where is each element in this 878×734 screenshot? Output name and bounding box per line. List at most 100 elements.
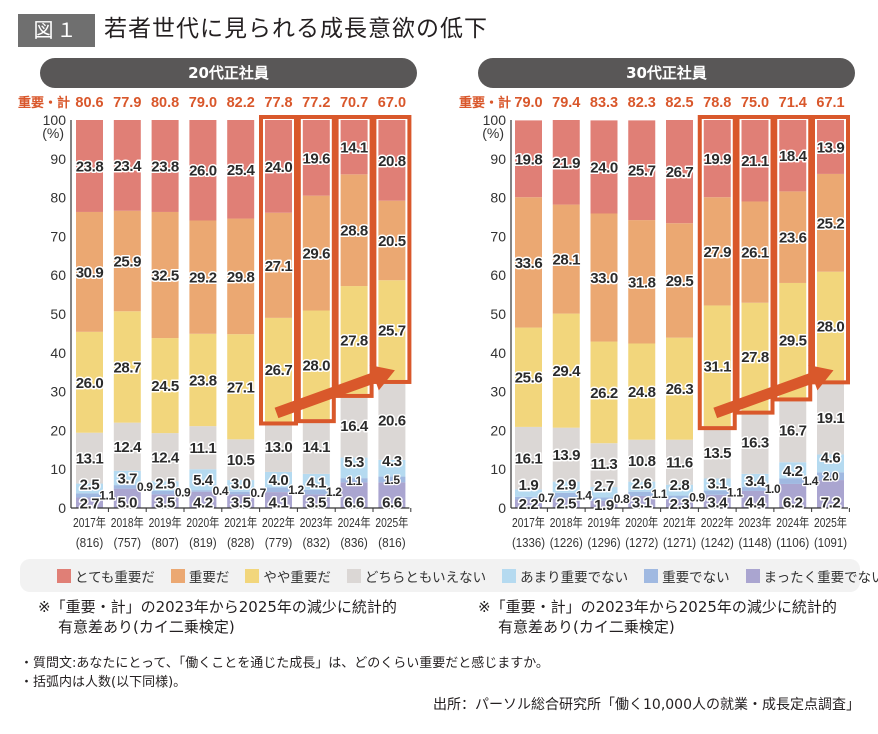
- bar-segment: [628, 220, 656, 344]
- segment-value-label: 24.0: [590, 159, 618, 176]
- bar-segment: [628, 439, 656, 482]
- segment-value-label: 25.4: [227, 162, 256, 179]
- bar-segment: [76, 497, 103, 508]
- bar-segment: [628, 481, 656, 492]
- segment-value-label: 11.6: [666, 455, 693, 472]
- legend-label: とても重要だ: [75, 569, 155, 586]
- total-value: 80.8: [151, 95, 179, 111]
- sample-size-label: (779): [265, 536, 293, 550]
- chart-20s-regular-employees: 2.7 1.12.513.126.030.923.85.00.93.712.428…: [18, 95, 412, 550]
- total-value: 82.2: [227, 95, 255, 111]
- segment-value-label: 27.1: [265, 258, 293, 275]
- sample-size-label: (1271): [663, 536, 696, 550]
- bar-segment: [265, 492, 292, 508]
- x-tick-label: 2019年: [149, 516, 182, 530]
- segment-value-label: 5.4: [193, 472, 214, 489]
- bar-segment: [741, 487, 769, 491]
- bar-segment: [666, 495, 693, 500]
- total-value: 83.3: [590, 95, 618, 111]
- bar-segment: [340, 478, 368, 483]
- total-value: 78.8: [703, 95, 731, 111]
- bar-segment: [113, 422, 141, 471]
- sample-size-label: (757): [114, 536, 142, 550]
- bar-segment: [265, 471, 292, 488]
- segment-value-label: 2.2: [519, 496, 539, 513]
- bar-segment: [227, 439, 255, 481]
- figure-title: 若者世代に見られる成長意欲の低下: [104, 16, 488, 42]
- bar-segment: [302, 494, 330, 508]
- question-note: ・質問文:あなたにとって、「働くことを通じた成長」は、どのくらい重要だと感じます…: [20, 656, 549, 671]
- total-value: 77.9: [113, 95, 141, 111]
- x-tick-label: 2017年: [73, 516, 106, 530]
- sample-size-label: (1242): [701, 536, 734, 550]
- segment-value-label: 0.9: [689, 490, 705, 504]
- sample-size-label: (828): [227, 536, 255, 550]
- bar-segment: [151, 120, 179, 212]
- bar-segment: [378, 482, 406, 508]
- segment-value-label: 19.6: [302, 150, 330, 167]
- segment-value-label: 21.1: [741, 153, 769, 170]
- segment-value-label: 5.0: [117, 495, 137, 512]
- bar-segment: [590, 500, 618, 508]
- bar-segment: [76, 483, 103, 494]
- total-value: 80.6: [75, 95, 103, 111]
- bar-segment: [302, 473, 330, 490]
- segment-value-label: 4.4: [745, 495, 766, 512]
- axis-text: 重要・計 79.0 79.4 83.3 82.3 82.5 78.8 75.0 71.4 67.1…: [459, 95, 847, 550]
- segment-value-label: 27.8: [741, 349, 769, 366]
- bar-segment: [151, 490, 179, 495]
- legend-label: 重要だ: [188, 569, 230, 586]
- y-tick-label: 60: [50, 267, 66, 283]
- segment-value-label: 2.0: [823, 470, 839, 484]
- x-tick-label: 2025年: [375, 516, 408, 530]
- segment-labels: 2.7 1.12.513.126.030.923.85.00.93.712.428…: [74, 138, 407, 514]
- bar-segment: [628, 343, 656, 440]
- x-tick-label: 2021年: [224, 516, 257, 530]
- y-tick-label: 70: [50, 228, 66, 244]
- bar-segment: [515, 327, 542, 427]
- highlight-boxes: [259, 115, 412, 426]
- bar-segment: [703, 490, 731, 495]
- bar-segment: [590, 487, 618, 498]
- segment-value-label: 26.7: [666, 164, 694, 181]
- bar-segment: [779, 462, 807, 479]
- total-value: 70.7: [340, 95, 368, 111]
- bar-segment: [817, 472, 844, 481]
- segment-value-label: 2.6: [632, 476, 652, 493]
- segment-value-label: 23.4: [113, 158, 142, 175]
- bar-segment: [779, 483, 807, 508]
- bar-segment: [703, 494, 731, 508]
- significance-note-30s: ※「重要・計」の2023年から2025年の減少に統計的 有意差あり(カイ二乗検定…: [478, 597, 837, 637]
- total-value: 82.5: [665, 95, 693, 111]
- y-tick-label: 20: [50, 422, 66, 438]
- segment-value-label: 6.6: [344, 495, 364, 512]
- segment-value-label: 4.2: [783, 463, 803, 480]
- segment-value-label: 16.7: [779, 422, 807, 439]
- segment-value-label: 32.5: [151, 268, 179, 285]
- legend-item-somewhat-important: やや重要だ: [245, 566, 331, 586]
- segment-value-label: 23.6: [779, 230, 807, 247]
- y-tick-label: 20: [490, 422, 506, 438]
- source-credit: 出所：パーソル総合研究所「働く10,000人の就業・成長定点調査」: [433, 697, 860, 713]
- segment-value-label: 6.2: [783, 495, 803, 512]
- segment-value-label: 30.9: [76, 264, 104, 281]
- sample-size-label: (1148): [739, 536, 772, 550]
- bar-segment: [227, 494, 255, 508]
- bar-segment: [741, 410, 769, 474]
- axes: [70, 120, 412, 512]
- segment-value-label: 3.4: [745, 473, 766, 490]
- segment-value-label: 3.0: [231, 476, 251, 493]
- total-value: 79.0: [189, 95, 217, 111]
- x-tick-label: 2022年: [701, 516, 734, 530]
- segment-value-label: 3.5: [155, 495, 175, 512]
- legend: とても重要だ 重要だ やや重要だ どちらともいえない あまり重要でない 重要でな…: [20, 559, 878, 592]
- bar-segment: [189, 490, 217, 492]
- y-tick-label: 10: [490, 461, 506, 477]
- bar-segment: [76, 331, 103, 433]
- y-tick-label: 100: [43, 112, 67, 128]
- axis-text: 重要・計 80.6 77.9 80.8 79.0 82.2 77.8 77.2 70.7 67.0…: [18, 95, 408, 550]
- segment-value-label: 21.9: [552, 155, 580, 172]
- legend-swatch: [57, 568, 71, 583]
- footnotes: ・質問文:あなたにとって、「働くことを通じた成長」は、どのくらい重要だと感じます…: [20, 654, 549, 692]
- legend-label: どちらともいえない: [364, 569, 487, 586]
